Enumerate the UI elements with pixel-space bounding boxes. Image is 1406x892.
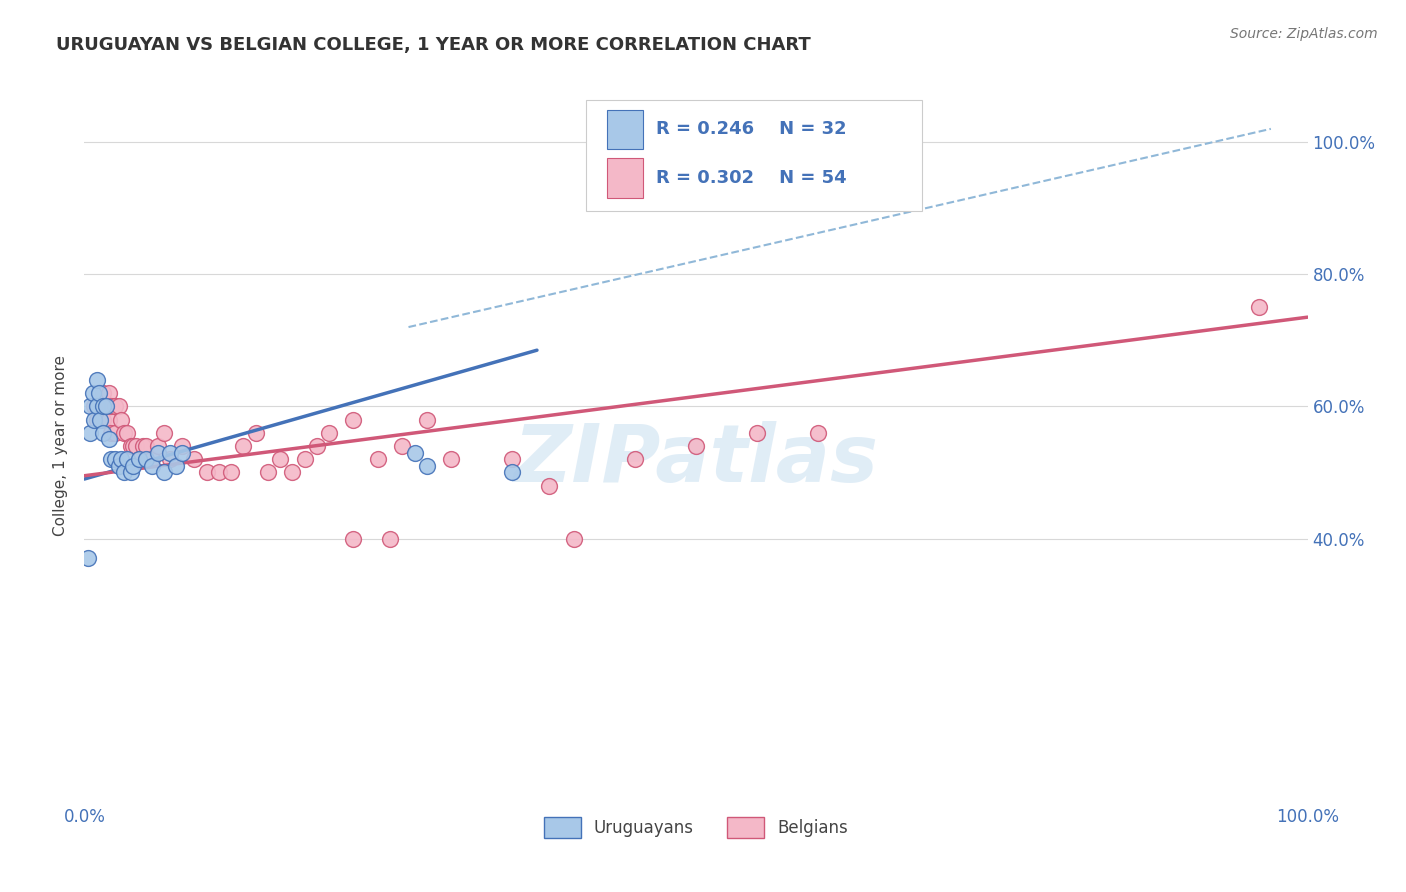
Point — [342, 412, 364, 426]
Point — [172, 445, 194, 459]
Point — [146, 445, 169, 459]
Point — [146, 439, 169, 453]
Point — [112, 466, 135, 480]
Point — [122, 458, 145, 473]
Point — [318, 425, 340, 440]
Point — [97, 412, 120, 426]
Point — [115, 425, 138, 440]
Point — [440, 452, 463, 467]
Point — [112, 425, 135, 440]
Point — [100, 425, 122, 440]
Point — [96, 400, 118, 414]
Point — [159, 452, 181, 467]
Point — [86, 400, 108, 414]
Point — [305, 439, 328, 453]
Point — [96, 400, 118, 414]
Text: ZIPatlas: ZIPatlas — [513, 421, 879, 500]
Bar — [606, 159, 644, 198]
Point — [404, 445, 426, 459]
Point — [79, 400, 101, 414]
Point — [91, 412, 114, 426]
Point — [416, 458, 439, 473]
Point — [86, 412, 108, 426]
Point — [502, 466, 524, 480]
Point — [245, 425, 267, 440]
Point — [153, 466, 176, 480]
Point — [391, 439, 413, 453]
Point — [77, 551, 100, 566]
Point — [380, 532, 402, 546]
Point — [83, 400, 105, 414]
Point — [87, 386, 110, 401]
Point — [132, 439, 155, 453]
Point — [183, 452, 205, 467]
Point — [219, 466, 242, 480]
Point — [294, 452, 316, 467]
Point — [269, 452, 291, 467]
Point — [135, 439, 157, 453]
Point — [128, 452, 150, 467]
Text: R = 0.246    N = 32: R = 0.246 N = 32 — [655, 120, 846, 138]
FancyBboxPatch shape — [586, 100, 922, 211]
Point — [104, 425, 127, 440]
Point — [79, 425, 101, 440]
Point — [115, 452, 138, 467]
Text: Source: ZipAtlas.com: Source: ZipAtlas.com — [1230, 27, 1378, 41]
Point — [100, 452, 122, 467]
Point — [208, 466, 231, 480]
Point — [120, 466, 142, 480]
Bar — [606, 110, 644, 149]
Point — [110, 452, 132, 467]
Point — [367, 452, 389, 467]
Point — [195, 466, 218, 480]
Point — [502, 452, 524, 467]
Point — [747, 425, 769, 440]
Legend: Uruguayans, Belgians: Uruguayans, Belgians — [537, 811, 855, 845]
Point — [128, 452, 150, 467]
Point — [807, 425, 830, 440]
Point — [120, 439, 142, 453]
Point — [83, 412, 105, 426]
Point — [538, 478, 561, 492]
Point — [342, 532, 364, 546]
Point — [122, 439, 145, 453]
Point — [159, 445, 181, 459]
Text: URUGUAYAN VS BELGIAN COLLEGE, 1 YEAR OR MORE CORRELATION CHART: URUGUAYAN VS BELGIAN COLLEGE, 1 YEAR OR … — [56, 36, 811, 54]
Point — [89, 412, 111, 426]
Text: R = 0.302    N = 54: R = 0.302 N = 54 — [655, 169, 846, 187]
Point — [624, 452, 647, 467]
Point — [416, 412, 439, 426]
Point — [107, 458, 129, 473]
Point — [104, 452, 127, 467]
Point — [82, 386, 104, 401]
Point — [87, 400, 110, 414]
Point — [141, 452, 163, 467]
Point — [110, 412, 132, 426]
Point — [86, 373, 108, 387]
Point — [135, 452, 157, 467]
Point — [107, 400, 129, 414]
Point — [281, 466, 304, 480]
Point — [91, 400, 114, 414]
Point — [91, 425, 114, 440]
Y-axis label: College, 1 year or more: College, 1 year or more — [53, 356, 69, 536]
Point — [97, 386, 120, 401]
Point — [562, 532, 585, 546]
Point — [153, 425, 176, 440]
Point — [91, 386, 114, 401]
Point — [172, 439, 194, 453]
Point — [141, 458, 163, 473]
Point — [685, 439, 707, 453]
Point — [104, 400, 127, 414]
Point — [100, 400, 122, 414]
Point — [232, 439, 254, 453]
Point — [1247, 300, 1270, 314]
Point — [165, 458, 187, 473]
Point — [257, 466, 280, 480]
Point — [97, 433, 120, 447]
Point — [125, 439, 148, 453]
